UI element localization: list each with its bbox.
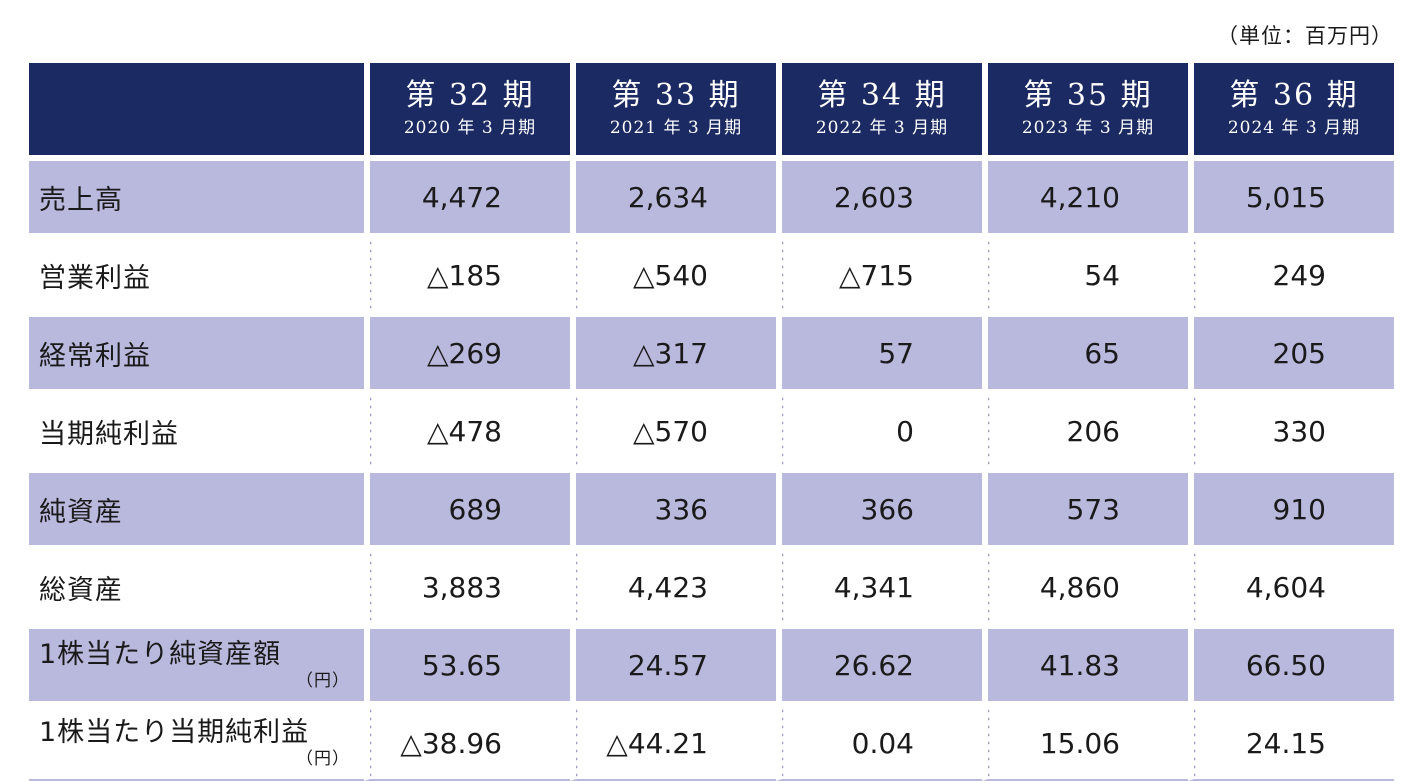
financial-summary-table: 第 32 期 2020 年 3 月期 第 33 期 2021 年 3 月期 第 … xyxy=(29,63,1394,781)
period-fiscal-year: 2023 年 3 月期 xyxy=(1021,118,1155,138)
row-label: 営業利益 xyxy=(29,233,364,311)
row-label: 経常利益 xyxy=(29,311,364,389)
row-net-assets: 純資産 689 336 366 573 910 xyxy=(29,467,1394,545)
value-cell: 689 xyxy=(364,467,570,545)
value-cell: 24.15 xyxy=(1188,701,1394,781)
value-cell: △44.21 xyxy=(570,701,776,781)
value-cell: 336 xyxy=(570,467,776,545)
row-label-unit: （円） xyxy=(296,671,350,691)
value-cell: 41.83 xyxy=(982,623,1188,701)
period-title: 第 32 期 xyxy=(405,78,535,113)
period-title: 第 34 期 xyxy=(817,78,947,113)
value-cell: 2,634 xyxy=(570,155,776,233)
value-cell: 57 xyxy=(776,311,982,389)
row-net-sales: 売上高 4,472 2,634 2,603 4,210 5,015 xyxy=(29,155,1394,233)
value-cell: 0.04 xyxy=(776,701,982,781)
value-cell: 249 xyxy=(1188,233,1394,311)
period-fiscal-year: 2022 年 3 月期 xyxy=(815,118,949,138)
period-header-35: 第 35 期 2023 年 3 月期 xyxy=(982,63,1188,155)
row-total-assets: 総資産 3,883 4,423 4,341 4,860 4,604 xyxy=(29,545,1394,623)
value-cell: 2,603 xyxy=(776,155,982,233)
value-cell: △38.96 xyxy=(364,701,570,781)
row-label-text: 1株当たり当期純利益 xyxy=(39,717,310,748)
header-row: 第 32 期 2020 年 3 月期 第 33 期 2021 年 3 月期 第 … xyxy=(29,63,1394,155)
value-cell: 24.57 xyxy=(570,623,776,701)
period-fiscal-year: 2021 年 3 月期 xyxy=(609,118,743,138)
row-net-income: 当期純利益 △478 △570 0 206 330 xyxy=(29,389,1394,467)
value-cell: 4,860 xyxy=(982,545,1188,623)
value-cell: 5,015 xyxy=(1188,155,1394,233)
value-cell: 54 xyxy=(982,233,1188,311)
value-cell: 4,210 xyxy=(982,155,1188,233)
unit-note: （単位：百万円） xyxy=(1217,24,1393,48)
row-label: 総資産 xyxy=(29,545,364,623)
row-label: 当期純利益 xyxy=(29,389,364,467)
period-fiscal-year: 2024 年 3 月期 xyxy=(1227,118,1361,138)
value-cell: 573 xyxy=(982,467,1188,545)
value-cell: 53.65 xyxy=(364,623,570,701)
row-label-text: 1株当たり純資産額 xyxy=(39,639,282,670)
value-cell: △185 xyxy=(364,233,570,311)
header-corner-cell xyxy=(29,63,364,155)
value-cell: 4,423 xyxy=(570,545,776,623)
value-cell: 4,472 xyxy=(364,155,570,233)
value-cell: △715 xyxy=(776,233,982,311)
row-label: 純資産 xyxy=(29,467,364,545)
value-cell: 65 xyxy=(982,311,1188,389)
value-cell: 26.62 xyxy=(776,623,982,701)
row-label-unit: （円） xyxy=(296,749,350,769)
period-header-36: 第 36 期 2024 年 3 月期 xyxy=(1188,63,1394,155)
period-title: 第 33 期 xyxy=(611,78,741,113)
period-fiscal-year: 2020 年 3 月期 xyxy=(403,118,537,138)
value-cell: 0 xyxy=(776,389,982,467)
value-cell: 3,883 xyxy=(364,545,570,623)
value-cell: △570 xyxy=(570,389,776,467)
period-header-32: 第 32 期 2020 年 3 月期 xyxy=(364,63,570,155)
row-label: 1株当たり当期純利益 （円） xyxy=(29,701,364,781)
row-label: 1株当たり純資産額 （円） xyxy=(29,623,364,701)
period-title: 第 35 期 xyxy=(1023,78,1153,113)
value-cell: 910 xyxy=(1188,467,1394,545)
row-ordinary-income: 経常利益 △269 △317 57 65 205 xyxy=(29,311,1394,389)
value-cell: △269 xyxy=(364,311,570,389)
value-cell: 366 xyxy=(776,467,982,545)
row-label: 売上高 xyxy=(29,155,364,233)
value-cell: 66.50 xyxy=(1188,623,1394,701)
value-cell: 4,341 xyxy=(776,545,982,623)
period-header-33: 第 33 期 2021 年 3 月期 xyxy=(570,63,776,155)
value-cell: △540 xyxy=(570,233,776,311)
value-cell: 4,604 xyxy=(1188,545,1394,623)
row-net-income-per-share: 1株当たり当期純利益 （円） △38.96 △44.21 0.04 15.06 … xyxy=(29,701,1394,781)
period-header-34: 第 34 期 2022 年 3 月期 xyxy=(776,63,982,155)
value-cell: 205 xyxy=(1188,311,1394,389)
value-cell: 330 xyxy=(1188,389,1394,467)
row-net-assets-per-share: 1株当たり純資産額 （円） 53.65 24.57 26.62 41.83 66… xyxy=(29,623,1394,701)
value-cell: 15.06 xyxy=(982,701,1188,781)
row-operating-income: 営業利益 △185 △540 △715 54 249 xyxy=(29,233,1394,311)
value-cell: 206 xyxy=(982,389,1188,467)
period-title: 第 36 期 xyxy=(1229,78,1359,113)
value-cell: △478 xyxy=(364,389,570,467)
value-cell: △317 xyxy=(570,311,776,389)
